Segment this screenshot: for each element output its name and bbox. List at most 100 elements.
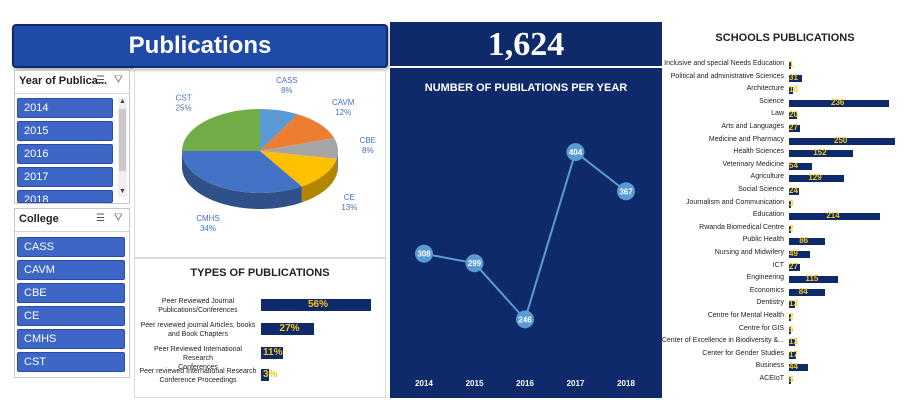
pie-label-name: CE bbox=[344, 193, 355, 202]
school-bar[interactable] bbox=[789, 326, 792, 334]
school-bar[interactable] bbox=[789, 377, 792, 384]
data-point[interactable] bbox=[415, 244, 433, 263]
school-bar[interactable] bbox=[789, 364, 808, 372]
pie-slice-cmhs[interactable] bbox=[182, 151, 302, 193]
type-bar[interactable] bbox=[261, 369, 269, 381]
multi-select-icon[interactable]: ☰ bbox=[96, 75, 105, 86]
school-value-label: 27 bbox=[789, 261, 798, 271]
pie-slice-cst[interactable] bbox=[182, 109, 260, 151]
clear-filter-icon[interactable]: ⛛ bbox=[113, 212, 123, 224]
school-label: ICT bbox=[772, 261, 784, 269]
school-bar[interactable] bbox=[789, 314, 791, 321]
school-label: Architecture bbox=[746, 85, 784, 93]
slicer-item-ce[interactable]: CE bbox=[17, 306, 125, 326]
scroll-up-arrow-icon[interactable]: ▲ bbox=[119, 98, 126, 105]
slicer-item-cmhs[interactable]: CMHS bbox=[17, 329, 125, 349]
data-point[interactable] bbox=[566, 143, 585, 162]
type-value-label: 56% bbox=[308, 299, 329, 310]
school-bar[interactable] bbox=[789, 288, 825, 296]
school-bar[interactable] bbox=[789, 276, 838, 284]
data-label: 308 bbox=[417, 250, 431, 259]
school-value-label: 27 bbox=[789, 123, 798, 132]
school-bar[interactable] bbox=[789, 150, 854, 158]
school-label: Journalism and Communication bbox=[685, 198, 784, 206]
school-value-label: 2 bbox=[789, 312, 794, 321]
year-slicer-header: Year of Publica... ☰ ⛛ bbox=[15, 71, 129, 94]
school-bar[interactable] bbox=[789, 62, 791, 69]
school-value-label: 13 bbox=[789, 337, 798, 347]
slicer-item-cbe[interactable]: CBE bbox=[17, 283, 125, 303]
pie-slice-ce[interactable] bbox=[260, 151, 337, 187]
data-point[interactable] bbox=[617, 182, 635, 201]
pie-slice-cbe[interactable] bbox=[260, 138, 338, 159]
data-point[interactable] bbox=[465, 254, 484, 273]
slicer-item-cavm[interactable]: CAVM bbox=[17, 260, 125, 280]
school-label: Business bbox=[755, 362, 784, 370]
pie-label-pct: 12% bbox=[335, 108, 351, 117]
school-bar[interactable] bbox=[789, 74, 803, 82]
slicer-item-2018[interactable]: 2018 bbox=[17, 190, 113, 203]
school-label: Center of Excellence in Biodiversity &..… bbox=[661, 337, 784, 345]
type-category-label: Peer reviewed International Research Conf… bbox=[139, 368, 257, 384]
school-bar[interactable] bbox=[789, 213, 880, 221]
school-bar[interactable] bbox=[789, 200, 791, 208]
school-bar[interactable] bbox=[789, 301, 795, 309]
school-bar[interactable] bbox=[789, 225, 791, 233]
line-chart-title: NUMBER OF PUBILATIONS PER YEAR bbox=[424, 82, 628, 94]
school-bar[interactable] bbox=[789, 351, 797, 359]
slicer-item-2015[interactable]: 2015 bbox=[17, 121, 113, 141]
type-bar[interactable] bbox=[261, 323, 315, 335]
pie-side-ce bbox=[301, 158, 337, 203]
school-label: Arts and Languages bbox=[721, 123, 784, 130]
types-chart-title: TYPES OF PUBLICATIONS bbox=[190, 267, 330, 279]
school-label: Public Health bbox=[742, 236, 784, 244]
scroll-thumb[interactable] bbox=[119, 109, 126, 171]
data-label: 404 bbox=[569, 148, 583, 157]
school-bar[interactable] bbox=[789, 339, 795, 347]
x-tick-label: 2014 bbox=[415, 379, 433, 388]
school-bar[interactable] bbox=[789, 99, 890, 107]
type-bar[interactable] bbox=[261, 347, 283, 359]
school-bar[interactable] bbox=[789, 238, 826, 246]
school-bar[interactable] bbox=[789, 175, 844, 183]
school-bar[interactable] bbox=[789, 125, 801, 132]
school-bar[interactable] bbox=[789, 263, 801, 271]
multi-select-icon[interactable]: ☰ bbox=[96, 213, 105, 224]
school-bar[interactable] bbox=[789, 112, 798, 120]
school-bar[interactable] bbox=[789, 188, 800, 195]
pie-slice-cavm[interactable] bbox=[260, 114, 335, 151]
school-bar[interactable] bbox=[789, 251, 810, 258]
type-category-label: Peer Reviewed International Research Conf… bbox=[154, 346, 242, 371]
clear-filter-icon[interactable]: ⛛ bbox=[113, 74, 123, 86]
data-point[interactable] bbox=[516, 310, 534, 329]
per-year-panel: NUMBER OF PUBILATIONS PER YEAR 308 299 246… bbox=[390, 68, 662, 398]
school-bar[interactable] bbox=[789, 87, 794, 95]
slicer-item-2017[interactable]: 2017 bbox=[17, 167, 113, 187]
college-pie-panel: CASS 8% CAVM 12% CBE 8% CE 13% CMHS 34% CST 25% bbox=[134, 68, 386, 258]
scroll-down-arrow-icon[interactable]: ▼ bbox=[119, 188, 126, 195]
school-value-label: 84 bbox=[798, 286, 808, 296]
school-value-label: 115 bbox=[805, 274, 819, 284]
type-category-label: Peer reviewed journal Articles, books and… bbox=[140, 322, 256, 338]
slicer-item-cass[interactable]: CASS bbox=[17, 237, 125, 257]
pie-label-name: CMHS bbox=[196, 214, 220, 223]
school-label: Medicine and Pharmacy bbox=[708, 135, 784, 143]
pie-label-pct: 8% bbox=[281, 86, 293, 95]
school-label: ACEIoT bbox=[759, 375, 784, 382]
slicer-item-2016[interactable]: 2016 bbox=[17, 144, 113, 164]
slicer-item-2014[interactable]: 2014 bbox=[17, 98, 113, 118]
school-label: Science bbox=[759, 97, 784, 105]
school-label: Nursing and Midwifery bbox=[714, 249, 784, 256]
school-label: Veterinary Medicine bbox=[722, 160, 784, 168]
school-bar[interactable] bbox=[789, 162, 812, 170]
slicer-item-cst[interactable]: CST bbox=[17, 352, 125, 372]
total-publications-value: 1,624 bbox=[487, 26, 565, 63]
school-label: Agriculture bbox=[750, 173, 784, 181]
year-slicer-scrollbar[interactable]: ▲ ▼ bbox=[118, 97, 127, 197]
school-bar[interactable] bbox=[789, 137, 895, 145]
type-bar[interactable] bbox=[261, 299, 371, 311]
type-value-label: 11% bbox=[263, 347, 283, 358]
data-label: 246 bbox=[518, 315, 532, 324]
school-label: Dentistry bbox=[756, 299, 784, 307]
pie-slice-cass[interactable] bbox=[260, 109, 298, 151]
